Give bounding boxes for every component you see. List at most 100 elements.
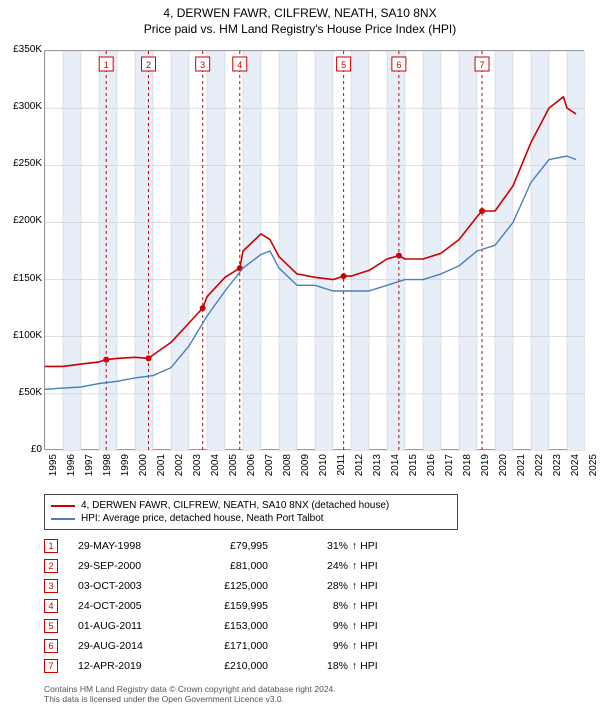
legend-swatch-property — [51, 505, 75, 507]
y-tick-label: £0 — [2, 444, 42, 455]
y-tick-label: £200K — [2, 215, 42, 226]
transaction-price: £81,000 — [198, 560, 298, 572]
footer-attribution: Contains HM Land Registry data © Crown c… — [44, 684, 336, 704]
transactions-table: 129-MAY-1998£79,99531%↑ HPI229-SEP-2000£… — [44, 536, 388, 676]
x-tick-label: 1998 — [102, 454, 113, 486]
transaction-arrow: ↑ HPI — [348, 620, 388, 632]
transaction-date: 29-SEP-2000 — [78, 560, 198, 572]
x-tick-label: 2024 — [570, 454, 581, 486]
x-tick-label: 2008 — [282, 454, 293, 486]
title-block: 4, DERWEN FAWR, CILFREW, NEATH, SA10 8NX… — [0, 0, 600, 38]
x-tick-label: 2025 — [588, 454, 599, 486]
x-tick-label: 2015 — [408, 454, 419, 486]
transaction-row: 3 03-OCT-2003£125,00028%↑ HPI — [44, 576, 388, 596]
transaction-arrow: ↑ HPI — [348, 600, 388, 612]
transaction-marker-box: 6 — [44, 639, 58, 653]
transaction-price: £159,995 — [198, 600, 298, 612]
x-tick-label: 2000 — [138, 454, 149, 486]
transaction-arrow: ↑ HPI — [348, 540, 388, 552]
legend: 4, DERWEN FAWR, CILFREW, NEATH, SA10 8NX… — [44, 494, 458, 530]
x-tick-label: 2005 — [228, 454, 239, 486]
x-tick-label: 2011 — [336, 454, 347, 486]
footer-line2: This data is licensed under the Open Gov… — [44, 694, 336, 704]
transaction-arrow: ↑ HPI — [348, 640, 388, 652]
y-tick-label: £50K — [2, 387, 42, 398]
svg-text:1: 1 — [104, 60, 109, 70]
transaction-marker-box: 2 — [44, 559, 58, 573]
svg-text:6: 6 — [396, 60, 401, 70]
transaction-row: 7 12-APR-2019£210,00018%↑ HPI — [44, 656, 388, 676]
transaction-price: £153,000 — [198, 620, 298, 632]
chart-container: 4, DERWEN FAWR, CILFREW, NEATH, SA10 8NX… — [0, 0, 600, 710]
transaction-date: 12-APR-2019 — [78, 660, 198, 672]
x-tick-label: 2010 — [318, 454, 329, 486]
x-tick-label: 2004 — [210, 454, 221, 486]
transaction-price: £79,995 — [198, 540, 298, 552]
legend-label-property: 4, DERWEN FAWR, CILFREW, NEATH, SA10 8NX… — [81, 500, 389, 511]
y-tick-label: £100K — [2, 330, 42, 341]
chart-plot-area: 1234567 — [44, 50, 584, 450]
x-tick-label: 2002 — [174, 454, 185, 486]
transaction-price: £210,000 — [198, 660, 298, 672]
title-subtitle: Price paid vs. HM Land Registry's House … — [0, 22, 600, 36]
transaction-row: 229-SEP-2000£81,00024%↑ HPI — [44, 556, 388, 576]
transaction-marker-box: 4 — [44, 599, 58, 613]
x-tick-label: 2014 — [390, 454, 401, 486]
legend-label-hpi: HPI: Average price, detached house, Neat… — [81, 513, 324, 524]
x-tick-label: 2017 — [444, 454, 455, 486]
transaction-row: 4 24-OCT-2005£159,9958%↑ HPI — [44, 596, 388, 616]
chart-svg: 1234567 — [45, 51, 585, 451]
transaction-arrow: ↑ HPI — [348, 580, 388, 592]
x-tick-label: 2013 — [372, 454, 383, 486]
transaction-pct: 8% — [298, 600, 348, 612]
x-tick-label: 2001 — [156, 454, 167, 486]
transaction-row: 5 01-AUG-2011£153,0009%↑ HPI — [44, 616, 388, 636]
transaction-date: 29-MAY-1998 — [78, 540, 198, 552]
transaction-marker-box: 1 — [44, 539, 58, 553]
x-tick-label: 2018 — [462, 454, 473, 486]
transaction-arrow: ↑ HPI — [348, 660, 388, 672]
svg-text:7: 7 — [480, 60, 485, 70]
transaction-arrow: ↑ HPI — [348, 560, 388, 572]
transaction-pct: 18% — [298, 660, 348, 672]
y-tick-label: £350K — [2, 44, 42, 55]
x-tick-label: 1999 — [120, 454, 131, 486]
transaction-date: 24-OCT-2005 — [78, 600, 198, 612]
transaction-row: 629-AUG-2014£171,0009%↑ HPI — [44, 636, 388, 656]
transaction-pct: 9% — [298, 640, 348, 652]
x-tick-label: 2022 — [534, 454, 545, 486]
x-tick-label: 2023 — [552, 454, 563, 486]
x-tick-label: 1995 — [48, 454, 59, 486]
transaction-price: £125,000 — [198, 580, 298, 592]
x-tick-label: 2021 — [516, 454, 527, 486]
legend-item-hpi: HPI: Average price, detached house, Neat… — [51, 512, 451, 525]
svg-text:5: 5 — [341, 60, 346, 70]
x-tick-label: 1997 — [84, 454, 95, 486]
legend-item-property: 4, DERWEN FAWR, CILFREW, NEATH, SA10 8NX… — [51, 499, 451, 512]
x-tick-label: 2020 — [498, 454, 509, 486]
transaction-date: 03-OCT-2003 — [78, 580, 198, 592]
transaction-pct: 31% — [298, 540, 348, 552]
transaction-pct: 28% — [298, 580, 348, 592]
title-address: 4, DERWEN FAWR, CILFREW, NEATH, SA10 8NX — [0, 6, 600, 20]
x-tick-label: 2019 — [480, 454, 491, 486]
x-tick-label: 2007 — [264, 454, 275, 486]
transaction-date: 29-AUG-2014 — [78, 640, 198, 652]
y-tick-label: £250K — [2, 158, 42, 169]
transaction-pct: 9% — [298, 620, 348, 632]
transaction-marker-box: 3 — [44, 579, 58, 593]
legend-swatch-hpi — [51, 518, 75, 520]
x-tick-label: 2006 — [246, 454, 257, 486]
transaction-marker-box: 5 — [44, 619, 58, 633]
y-tick-label: £300K — [2, 101, 42, 112]
y-tick-label: £150K — [2, 273, 42, 284]
x-tick-label: 2012 — [354, 454, 365, 486]
transaction-marker-box: 7 — [44, 659, 58, 673]
x-tick-label: 1996 — [66, 454, 77, 486]
svg-text:4: 4 — [237, 60, 242, 70]
x-tick-label: 2003 — [192, 454, 203, 486]
svg-text:2: 2 — [146, 60, 151, 70]
transaction-date: 01-AUG-2011 — [78, 620, 198, 632]
x-tick-label: 2016 — [426, 454, 437, 486]
x-tick-label: 2009 — [300, 454, 311, 486]
